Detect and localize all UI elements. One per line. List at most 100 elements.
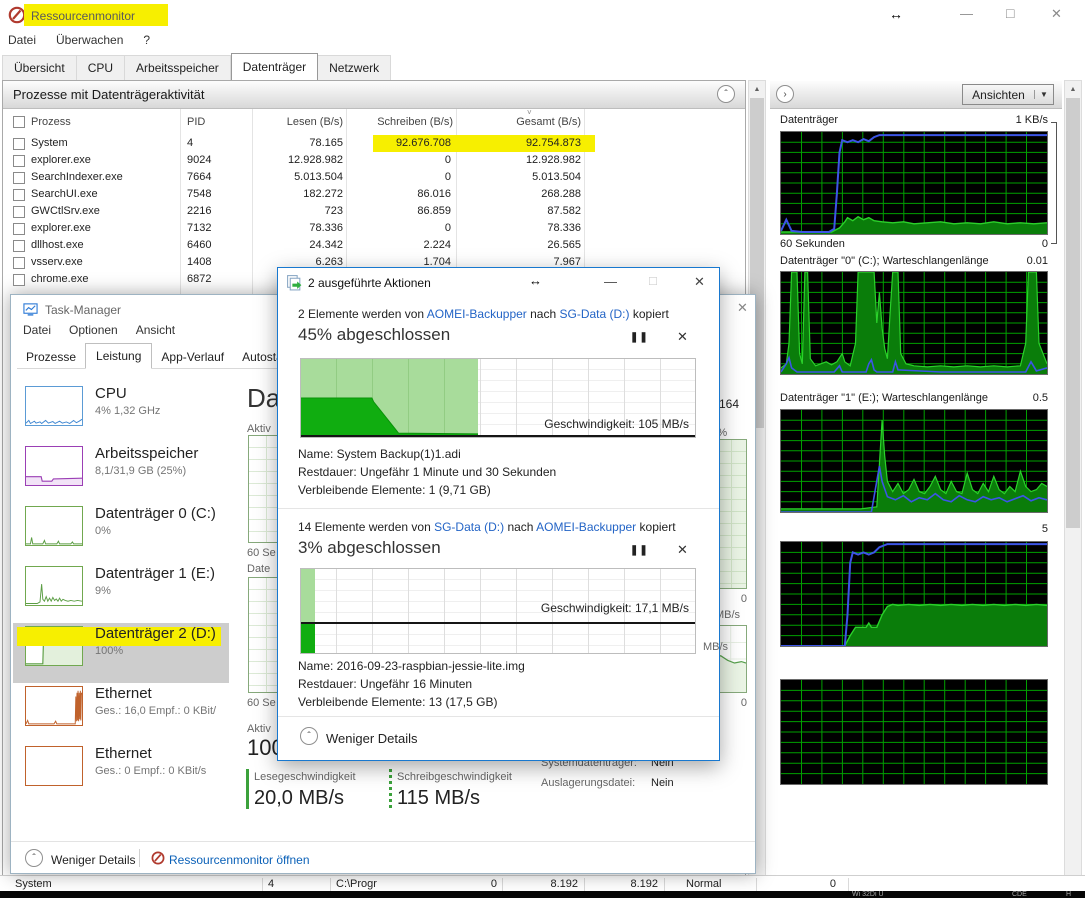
select-all-checkbox[interactable] — [13, 116, 25, 128]
table-row[interactable]: explorer.exe 7132 78.336 0 78.336 — [3, 220, 745, 237]
sidebar-item-ethernet2[interactable]: Ethernet Ges.: 0 Empf.: 0 KBit/s — [13, 743, 229, 803]
rm-table-header[interactable]: Prozess PID Lesen (B/s) Schreiben (B/s) … — [3, 108, 745, 135]
process-write: 0 — [444, 154, 451, 166]
row-checkbox[interactable] — [13, 240, 25, 252]
views-dropdown-button[interactable]: Ansichten ▼ — [962, 84, 1054, 105]
bg-row-divider — [848, 878, 849, 894]
col-header-total[interactable]: Gesamt (B/s) — [516, 116, 581, 128]
tm-tab-leistung[interactable]: Leistung — [85, 343, 153, 369]
row-checkbox[interactable] — [13, 206, 25, 218]
tm-tab-prozesse[interactable]: Prozesse — [17, 346, 86, 369]
row-checkbox[interactable] — [13, 155, 25, 167]
close-button[interactable]: ✕ — [1051, 6, 1062, 21]
row-checkbox[interactable] — [13, 274, 25, 286]
row-checkbox[interactable] — [13, 138, 25, 150]
rm-section-header[interactable]: Prozesse mit Datenträgeraktivität ˆ — [3, 81, 745, 109]
bg-row-cell: System — [15, 878, 52, 890]
sidebar-item-disk1[interactable]: Datenträger 1 (E:) 9% — [13, 563, 229, 623]
op2-cancel-button[interactable]: ✕ — [677, 542, 688, 557]
rm-tab-arbeitsspeicher[interactable]: Arbeitsspeicher — [125, 55, 231, 81]
op1-pause-button[interactable]: ❚❚ — [630, 332, 649, 343]
op2-baseline — [301, 621, 695, 624]
rm-table-rows: System 4 78.165 92.676.708 92.754.873 explore… — [3, 135, 745, 288]
sidebar-item-label: Datenträger 0 (C:) — [95, 505, 216, 522]
rm-graph-scrollbar[interactable]: ▲ ▼ — [1064, 80, 1082, 891]
table-row[interactable]: GWCtlSrv.exe 2216 723 86.859 87.582 — [3, 203, 745, 220]
tm-menu-optionen[interactable]: Optionen — [69, 323, 118, 337]
table-row[interactable]: vsserv.exe 1408 6.263 1.704 7.967 — [3, 254, 745, 271]
table-row[interactable]: explorer.exe 9024 12.928.982 0 12.928.982 — [3, 152, 745, 169]
col-header-pid[interactable]: PID — [187, 116, 206, 128]
op2-speed: Geschwindigkeit: 17,1 MB/s — [540, 601, 689, 615]
table-row[interactable]: SearchIndexer.exe 7664 5.013.504 0 5.013.504 — [3, 169, 745, 186]
process-pid: 4 — [187, 137, 194, 149]
sidebar-item-memory[interactable]: Arbeitsspeicher 8,1/31,9 GB (25%) — [13, 443, 229, 503]
op1-target-link[interactable]: SG-Data (D:) — [559, 307, 630, 321]
col-header-write[interactable]: Schreiben (B/s) — [377, 116, 453, 128]
op1-time-remaining: Restdauer: Ungefähr 1 Minute und 30 Seku… — [298, 465, 557, 479]
op2-pause-button[interactable]: ❚❚ — [630, 545, 649, 556]
resize-cursor-icon: ↔ — [529, 273, 542, 288]
time-axis-fragment: 60 Se — [247, 547, 276, 559]
open-resource-monitor-link[interactable]: Ressourcenmonitor öffnen — [169, 853, 310, 867]
process-total: 92.754.873 — [525, 137, 581, 149]
process-pid: 2216 — [187, 205, 212, 217]
op2-progress-chart: Geschwindigkeit: 17,1 MB/s — [300, 568, 696, 654]
row-checkbox[interactable] — [13, 172, 25, 184]
sidebar-item-disk2[interactable]: Datenträger 2 (D:) 100% — [13, 623, 229, 683]
op2-target-link[interactable]: AOMEI-Backupper — [536, 520, 637, 534]
bg-row-cell: 4 — [268, 878, 275, 890]
scrollbar-thumb[interactable] — [1066, 98, 1080, 528]
op1-cancel-button[interactable]: ✕ — [677, 329, 688, 344]
collapse-section-button[interactable]: ˆ — [717, 85, 735, 103]
table-row[interactable]: SearchUI.exe 7548 182.272 86.016 268.288 — [3, 186, 745, 203]
col-header-read[interactable]: Lesen (B/s) — [286, 116, 343, 128]
bg-row-divider — [330, 878, 331, 894]
op1-source-link[interactable]: AOMEI-Backupper — [426, 307, 527, 321]
dialog-divider — [278, 508, 719, 509]
strip-text-fragment: CDE — [1012, 891, 1027, 898]
sidebar-item-ethernet1[interactable]: Ethernet Ges.: 16,0 Empf.: 0 KBit/ — [13, 683, 229, 743]
minimize-button[interactable]: — — [604, 274, 617, 289]
column-divider — [180, 109, 181, 294]
fewer-details-label[interactable]: Weniger Details — [326, 731, 418, 746]
fewer-details-button[interactable]: ˆ — [300, 727, 318, 745]
minimize-button[interactable]: — — [960, 6, 973, 21]
table-row[interactable]: System 4 78.165 92.676.708 92.754.873 — [3, 135, 745, 152]
col-header-process[interactable]: Prozess — [31, 116, 71, 128]
rm-tab-netzwerk[interactable]: Netzwerk — [318, 55, 392, 81]
rm-tab-cpu[interactable]: CPU — [76, 55, 126, 81]
column-divider — [584, 109, 585, 294]
rm-menu-datei[interactable]: Datei — [8, 33, 37, 47]
tm-tab-app-verlauf[interactable]: App-Verlauf — [152, 346, 234, 369]
fewer-details-button[interactable]: ˆ — [25, 849, 43, 867]
sidebar-item-cpu[interactable]: CPU 4% 1,32 GHz — [13, 383, 229, 443]
table-row[interactable]: chrome.exe 6872 — [3, 271, 745, 288]
sidebar-item-sub: 100% — [95, 645, 124, 657]
op2-source-link[interactable]: SG-Data (D:) — [434, 520, 505, 534]
sidebar-item-disk0[interactable]: Datenträger 0 (C:) 0% — [13, 503, 229, 563]
rm-menu--[interactable]: ? — [143, 33, 151, 47]
row-checkbox[interactable] — [13, 189, 25, 201]
row-checkbox[interactable] — [13, 223, 25, 235]
rm-tab--bersicht[interactable]: Übersicht — [2, 55, 77, 81]
table-row[interactable]: dllhost.exe 6460 24.342 2.224 26.565 — [3, 237, 745, 254]
maximize-button[interactable]: □ — [1006, 5, 1015, 21]
rm-tab-datentr-ger[interactable]: Datenträger — [230, 53, 319, 81]
maximize-button: □ — [649, 273, 657, 288]
row-checkbox[interactable] — [13, 257, 25, 269]
fewer-details-label[interactable]: Weniger Details — [51, 853, 136, 867]
sort-indicator-icon: ˅ — [527, 108, 532, 117]
close-button[interactable]: ✕ — [737, 300, 748, 315]
scroll-up-button[interactable]: ▲ — [1065, 81, 1081, 97]
sidebar-item-label: Datenträger 2 (D:) — [95, 625, 216, 642]
scroll-up-icon: ▲ — [1069, 85, 1077, 93]
resource-monitor-icon — [151, 851, 165, 865]
tm-menu-datei[interactable]: Datei — [23, 323, 52, 337]
close-button[interactable]: ✕ — [694, 274, 705, 289]
tm-menu-ansicht[interactable]: Ansicht — [135, 323, 176, 337]
expand-panel-button[interactable]: › — [776, 85, 794, 103]
sidebar-item-sub: Ges.: 0 Empf.: 0 KBit/s — [95, 765, 207, 777]
scroll-up-button[interactable]: ▲ — [749, 81, 765, 97]
rm-menu--berwachen[interactable]: Überwachen — [56, 33, 124, 47]
